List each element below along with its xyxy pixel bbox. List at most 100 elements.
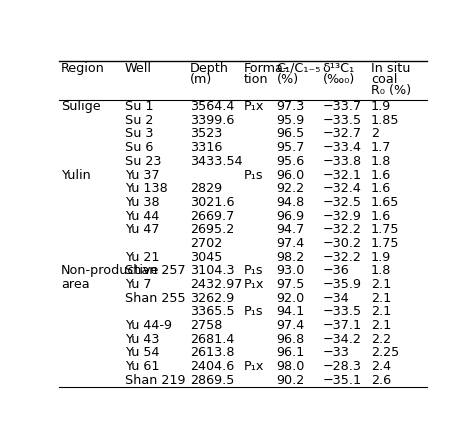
Text: 2695.2: 2695.2	[190, 223, 234, 236]
Text: Yu 61: Yu 61	[125, 360, 159, 373]
Text: −32.7: −32.7	[323, 127, 362, 141]
Text: P₁x: P₁x	[244, 278, 264, 291]
Text: −32.5: −32.5	[323, 196, 362, 209]
Text: 96.9: 96.9	[277, 209, 305, 223]
Text: −35.1: −35.1	[323, 374, 362, 387]
Text: 96.0: 96.0	[277, 169, 305, 181]
Text: 2.2: 2.2	[371, 333, 391, 346]
Text: Su 2: Su 2	[125, 114, 153, 127]
Text: 96.1: 96.1	[277, 346, 305, 360]
Text: Yu 44-9: Yu 44-9	[125, 319, 172, 332]
Text: −32.1: −32.1	[323, 169, 362, 181]
Text: 1.8: 1.8	[371, 155, 391, 168]
Text: 2.4: 2.4	[371, 360, 391, 373]
Text: −30.2: −30.2	[323, 237, 362, 250]
Text: −35.9: −35.9	[323, 278, 362, 291]
Text: (‰₀): (‰₀)	[323, 73, 355, 86]
Text: 93.0: 93.0	[277, 264, 305, 277]
Text: Yu 43: Yu 43	[125, 333, 159, 346]
Text: 3316: 3316	[190, 141, 222, 154]
Text: −34: −34	[323, 292, 349, 305]
Text: 97.4: 97.4	[277, 237, 305, 250]
Text: Region: Region	[61, 62, 105, 75]
Text: 90.2: 90.2	[277, 374, 305, 387]
Text: −28.3: −28.3	[323, 360, 362, 373]
Text: 98.2: 98.2	[277, 251, 305, 264]
Text: 94.7: 94.7	[277, 223, 305, 236]
Text: 2.1: 2.1	[371, 305, 391, 318]
Text: 1.9: 1.9	[371, 251, 391, 264]
Text: 1.75: 1.75	[371, 223, 399, 236]
Text: 95.9: 95.9	[277, 114, 305, 127]
Text: Depth: Depth	[190, 62, 229, 75]
Text: tion: tion	[244, 73, 268, 86]
Text: −33.8: −33.8	[323, 155, 362, 168]
Text: (%): (%)	[277, 73, 299, 86]
Text: (m): (m)	[190, 73, 212, 86]
Text: 2.1: 2.1	[371, 319, 391, 332]
Text: −32.9: −32.9	[323, 209, 362, 223]
Text: Yu 38: Yu 38	[125, 196, 159, 209]
Text: 1.8: 1.8	[371, 264, 391, 277]
Text: Yu 44: Yu 44	[125, 209, 159, 223]
Text: 1.7: 1.7	[371, 141, 391, 154]
Text: P₁x: P₁x	[244, 360, 264, 373]
Text: Yu 47: Yu 47	[125, 223, 159, 236]
Text: 94.8: 94.8	[277, 196, 305, 209]
Text: 1.75: 1.75	[371, 237, 399, 250]
Text: 2829: 2829	[190, 182, 222, 195]
Text: 98.0: 98.0	[277, 360, 305, 373]
Text: 1.6: 1.6	[371, 209, 391, 223]
Text: Yu 7: Yu 7	[125, 278, 151, 291]
Text: Su 23: Su 23	[125, 155, 161, 168]
Text: 97.3: 97.3	[277, 100, 305, 113]
Text: R₀ (%): R₀ (%)	[371, 84, 411, 97]
Text: 2404.6: 2404.6	[190, 360, 234, 373]
Text: 92.2: 92.2	[277, 182, 305, 195]
Text: Yu 54: Yu 54	[125, 346, 159, 360]
Text: 97.4: 97.4	[277, 319, 305, 332]
Text: −33.5: −33.5	[323, 114, 362, 127]
Text: 2.1: 2.1	[371, 278, 391, 291]
Text: Yu 138: Yu 138	[125, 182, 167, 195]
Text: 3021.6: 3021.6	[190, 196, 235, 209]
Text: Well: Well	[125, 62, 152, 75]
Text: 3399.6: 3399.6	[190, 114, 235, 127]
Text: 2669.7: 2669.7	[190, 209, 234, 223]
Text: 3564.4: 3564.4	[190, 100, 235, 113]
Text: −33.5: −33.5	[323, 305, 362, 318]
Text: 2702: 2702	[190, 237, 222, 250]
Text: Yu 21: Yu 21	[125, 251, 159, 264]
Text: P₁s: P₁s	[244, 305, 263, 318]
Text: −32.4: −32.4	[323, 182, 362, 195]
Text: −32.2: −32.2	[323, 251, 362, 264]
Text: Shan 219: Shan 219	[125, 374, 185, 387]
Text: 1.6: 1.6	[371, 182, 391, 195]
Text: 3433.54: 3433.54	[190, 155, 243, 168]
Text: 2.1: 2.1	[371, 292, 391, 305]
Text: −34.2: −34.2	[323, 333, 362, 346]
Text: 95.6: 95.6	[277, 155, 305, 168]
Text: coal: coal	[371, 73, 397, 86]
Text: 2432.97: 2432.97	[190, 278, 242, 291]
Text: 3365.5: 3365.5	[190, 305, 235, 318]
Text: −33.7: −33.7	[323, 100, 362, 113]
Text: δ¹³C₁: δ¹³C₁	[323, 62, 355, 75]
Text: 3045: 3045	[190, 251, 222, 264]
Text: P₁s: P₁s	[244, 264, 263, 277]
Text: 3262.9: 3262.9	[190, 292, 234, 305]
Text: P₁x: P₁x	[244, 100, 264, 113]
Text: 1.9: 1.9	[371, 100, 391, 113]
Text: Su 1: Su 1	[125, 100, 153, 113]
Text: −33.4: −33.4	[323, 141, 362, 154]
Text: Sulige: Sulige	[61, 100, 100, 113]
Text: Su 3: Su 3	[125, 127, 153, 141]
Text: 1.6: 1.6	[371, 169, 391, 181]
Text: 95.7: 95.7	[277, 141, 305, 154]
Text: Su 6: Su 6	[125, 141, 153, 154]
Text: C₁/C₁₋₅: C₁/C₁₋₅	[277, 62, 321, 75]
Text: 96.5: 96.5	[277, 127, 305, 141]
Text: 3104.3: 3104.3	[190, 264, 235, 277]
Text: Yu 37: Yu 37	[125, 169, 159, 181]
Text: Shan 255: Shan 255	[125, 292, 185, 305]
